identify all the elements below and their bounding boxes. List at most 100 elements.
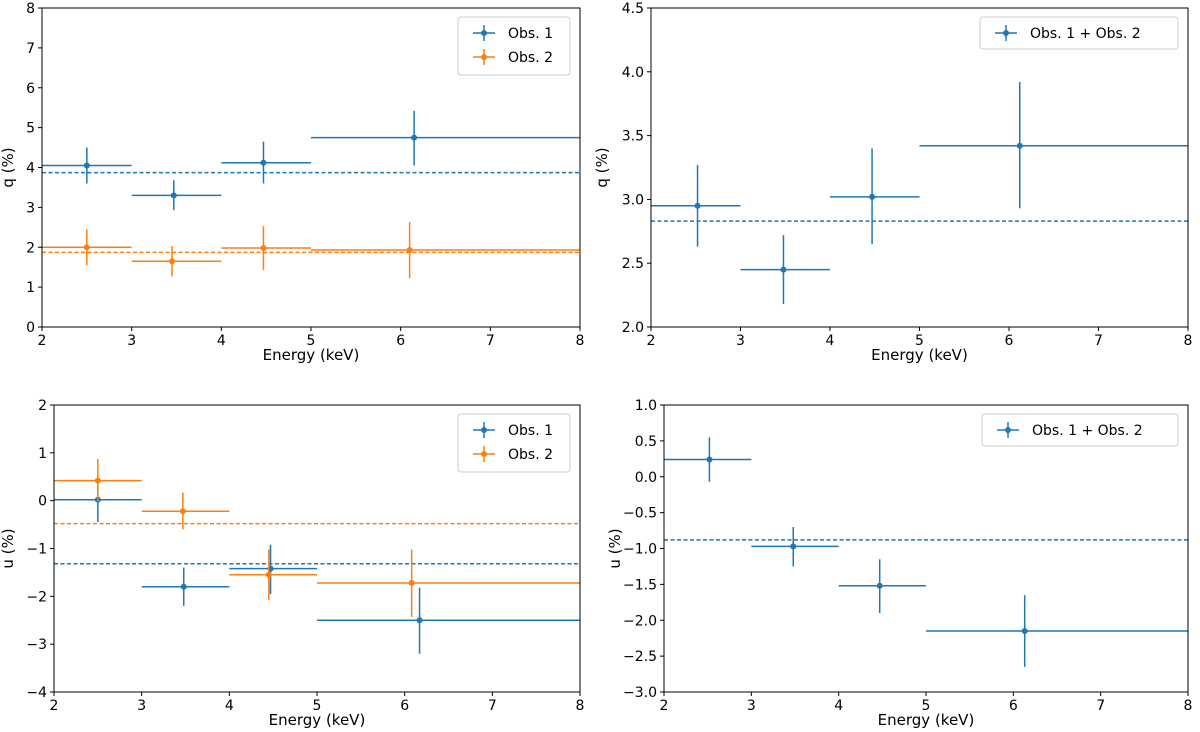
axes-frame xyxy=(53,404,581,693)
series-obs-2 xyxy=(42,222,580,279)
x-tick-label: 8 xyxy=(576,698,585,714)
legend: Obs. 1 Obs. 2 xyxy=(457,413,571,473)
y-tick-label: 4.0 xyxy=(622,65,644,81)
axes-frame xyxy=(663,404,1189,693)
legend: Obs. 1 + Obs. 2 xyxy=(981,413,1179,447)
legend: Obs. 1 + Obs. 2 xyxy=(979,16,1179,50)
x-axis-label: Energy (keV) xyxy=(269,711,366,729)
x-tick-label: 6 xyxy=(396,333,405,349)
legend-handle-marker xyxy=(481,30,487,36)
y-tick-label: 1 xyxy=(38,446,47,462)
legend-label: Obs. 1 + Obs. 2 xyxy=(1030,26,1141,42)
data-point xyxy=(94,477,101,484)
y-tick-label: 2 xyxy=(26,240,35,256)
legend-handle-marker xyxy=(481,427,487,433)
data-point xyxy=(694,202,701,209)
x-tick-label: 2 xyxy=(38,333,47,349)
data-point xyxy=(1016,142,1023,149)
y-tick-label: 0.0 xyxy=(635,470,657,486)
y-axis-label: q (%) xyxy=(0,147,17,187)
legend-label: Obs. 1 xyxy=(508,26,553,42)
legend-box xyxy=(981,413,1179,447)
data-point xyxy=(411,134,418,141)
x-tick-label: 5 xyxy=(313,698,322,714)
data-point xyxy=(780,266,787,273)
legend-handle-marker xyxy=(1005,427,1011,433)
x-tick-label: 5 xyxy=(307,333,316,349)
legend-handle-marker xyxy=(1003,30,1009,36)
legend-label: Obs. 1 + Obs. 2 xyxy=(1032,423,1143,439)
y-tick-label: 5 xyxy=(26,121,35,137)
y-tick-label: 8 xyxy=(26,1,35,17)
x-tick-label: 3 xyxy=(137,698,146,714)
x-tick-label: 7 xyxy=(488,698,497,714)
y-tick-label: 7 xyxy=(26,41,35,57)
legend-label: Obs. 1 xyxy=(508,423,553,439)
legend-handle-marker xyxy=(481,54,487,60)
x-tick-label: 5 xyxy=(922,698,931,714)
y-tick-label: −2.5 xyxy=(623,649,657,665)
legend-label: Obs. 2 xyxy=(508,50,553,66)
y-tick-label: 4.5 xyxy=(622,1,644,17)
x-tick-label: 4 xyxy=(225,698,234,714)
y-tick-label: −2 xyxy=(26,589,47,605)
y-tick-label: −1.0 xyxy=(623,542,657,558)
data-point xyxy=(869,193,876,200)
data-point xyxy=(170,192,177,199)
data-point xyxy=(408,579,415,586)
y-tick-label: 2.0 xyxy=(622,320,644,336)
y-tick-label: −0.5 xyxy=(623,506,657,522)
y-axis-label: q (%) xyxy=(593,147,611,187)
data-point xyxy=(179,508,186,515)
y-tick-label: 0 xyxy=(26,320,35,336)
y-tick-label: −3.0 xyxy=(623,685,657,701)
series-obs-1 xyxy=(54,476,580,654)
x-tick-label: 4 xyxy=(217,333,226,349)
x-tick-label: 4 xyxy=(834,698,843,714)
y-tick-label: 4 xyxy=(26,161,35,177)
legend-handle-marker xyxy=(481,451,487,457)
data-point xyxy=(260,245,267,252)
y-tick-label: 3.5 xyxy=(622,129,644,145)
data-point xyxy=(180,583,187,590)
x-tick-label: 8 xyxy=(1184,698,1193,714)
x-tick-label: 2 xyxy=(660,698,669,714)
data-point xyxy=(260,159,267,166)
data-point xyxy=(416,617,423,624)
series-obs-2 xyxy=(54,459,580,617)
data-point xyxy=(790,543,797,550)
x-tick-label: 3 xyxy=(736,333,745,349)
y-tick-label: −2.0 xyxy=(623,613,657,629)
x-tick-label: 2 xyxy=(647,333,656,349)
y-axis-label: u (%) xyxy=(0,528,17,568)
axes-frame xyxy=(650,7,1189,328)
data-point xyxy=(1021,628,1028,635)
y-tick-label: 1 xyxy=(26,280,35,296)
chart-panel-q-combined: 2 3 4 5 6 7 8 2.0 2.5 3.0 3.5 4.0 4.5 Energy (keV) q (… xyxy=(593,1,1192,364)
x-tick-label: 6 xyxy=(400,698,409,714)
chart-panel-u-combined: 2 3 4 5 6 7 8 −3.0 −2.5 −2.0 −1.5 −1.0 −0.5 0.0 0.5 1.0… xyxy=(606,398,1192,729)
x-tick-label: 3 xyxy=(747,698,756,714)
series-obs-1-obs-2 xyxy=(651,82,1188,305)
data-point xyxy=(876,582,883,589)
y-tick-label: 0 xyxy=(38,494,47,510)
y-tick-label: 3.0 xyxy=(622,192,644,208)
x-tick-label: 3 xyxy=(127,333,136,349)
data-point xyxy=(169,258,176,265)
x-tick-label: 4 xyxy=(826,333,835,349)
data-point xyxy=(83,244,90,251)
y-tick-label: 2 xyxy=(38,398,47,414)
y-tick-label: 6 xyxy=(26,81,35,97)
y-tick-label: −1.5 xyxy=(623,577,657,593)
x-tick-label: 6 xyxy=(1005,333,1014,349)
legend: Obs. 1 Obs. 2 xyxy=(457,16,571,76)
x-axis-label: Energy (keV) xyxy=(878,711,975,729)
x-axis-label: Energy (keV) xyxy=(871,346,968,364)
x-tick-label: 2 xyxy=(50,698,59,714)
y-tick-label: −1 xyxy=(26,542,47,558)
y-tick-label: −3 xyxy=(26,637,47,653)
y-tick-label: 0.5 xyxy=(635,434,657,450)
x-tick-label: 6 xyxy=(1009,698,1018,714)
